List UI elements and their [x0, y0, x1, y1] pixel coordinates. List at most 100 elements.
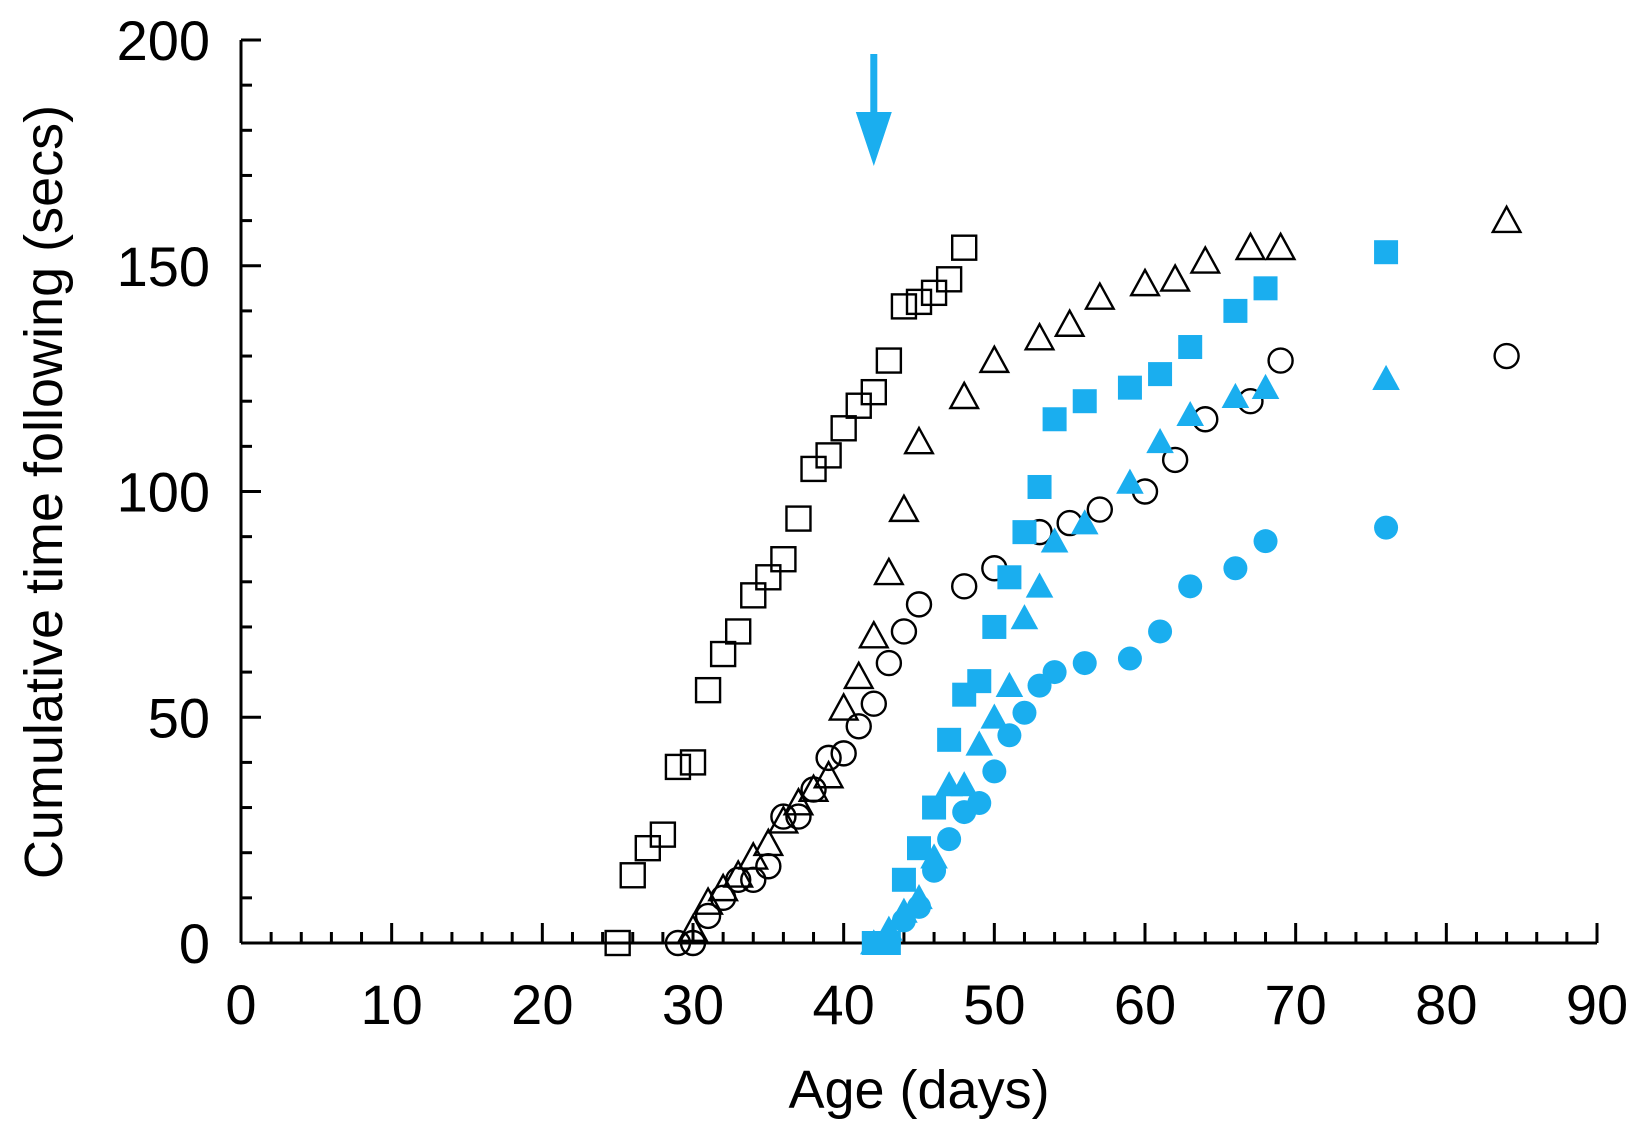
data-point [755, 564, 782, 591]
data-point [1267, 347, 1294, 374]
data-point [815, 442, 842, 469]
data-point [903, 425, 935, 455]
data-point [982, 759, 1007, 784]
data-point [800, 776, 827, 803]
data-point [1012, 520, 1037, 545]
data-point [725, 866, 752, 893]
data-point [1148, 619, 1173, 644]
data-point [770, 546, 797, 573]
y-tick-label: 0 [179, 912, 210, 975]
data-point [1223, 298, 1248, 323]
data-point [875, 347, 903, 374]
data-point [980, 703, 1009, 729]
data-point [905, 591, 933, 618]
data-point [922, 858, 947, 883]
data-point [1221, 382, 1250, 409]
data-point [1117, 646, 1142, 671]
data-point [1010, 604, 1039, 630]
data-point [1146, 428, 1174, 454]
data-point [767, 804, 800, 834]
data-point [815, 744, 842, 772]
data-point [1223, 556, 1248, 581]
data-point [873, 556, 905, 586]
data-point [860, 378, 887, 406]
x-tick-label: 70 [1265, 973, 1327, 1036]
x-axis-title: Age (days) [788, 1060, 1049, 1120]
data-point [920, 279, 948, 307]
data-point [785, 505, 812, 532]
data-point [1264, 231, 1297, 261]
data-point [967, 669, 992, 694]
series-filled-circles [876, 515, 1399, 955]
data-point [935, 266, 963, 293]
data-point [842, 660, 875, 690]
y-axis-title: Cumulative time following (secs) [14, 105, 74, 879]
data-point [1178, 335, 1203, 360]
data-point [1116, 468, 1144, 494]
data-point [1117, 375, 1142, 400]
y-ticks: 0 50 100 150 200 [117, 9, 261, 975]
data-point [937, 727, 962, 752]
y-tick-label: 50 [148, 686, 210, 749]
data-point [677, 913, 709, 942]
data-point [875, 649, 903, 677]
data-point [1072, 651, 1097, 676]
data-point [709, 884, 737, 912]
data-point [967, 791, 992, 816]
data-point [995, 671, 1024, 697]
data-point [1023, 321, 1056, 351]
data-point [1070, 509, 1099, 535]
data-point [951, 573, 978, 600]
data-point [1042, 407, 1067, 432]
data-point [800, 455, 827, 483]
data-point [1027, 474, 1052, 499]
data-point [965, 730, 994, 756]
data-point [997, 565, 1022, 590]
y-tick-label: 100 [117, 461, 210, 524]
data-point [948, 380, 981, 410]
data-point [1129, 267, 1161, 297]
data-point [1253, 529, 1278, 554]
data-point [679, 929, 707, 957]
data-point [827, 691, 860, 721]
data-point [1374, 515, 1399, 540]
data-point [725, 618, 752, 645]
data-point [812, 759, 845, 789]
data-point [951, 234, 978, 261]
data-point [770, 803, 797, 830]
x-tick-label: 20 [511, 973, 573, 1036]
data-point [890, 293, 918, 320]
data-point [950, 771, 978, 797]
x-tick-label: 40 [813, 973, 875, 1036]
data-point [664, 929, 692, 957]
data-point [755, 853, 782, 880]
data-point [694, 902, 722, 930]
y-tick-label: 150 [117, 235, 210, 298]
data-point [905, 288, 933, 316]
x-tick-label: 30 [662, 973, 724, 1036]
data-point [1148, 362, 1173, 387]
data-point [1189, 244, 1222, 274]
data-point [604, 929, 631, 957]
x-tick-label: 90 [1566, 973, 1628, 1036]
data-point [922, 795, 947, 820]
data-point [1025, 572, 1054, 598]
data-point [857, 619, 890, 649]
data-point [907, 836, 931, 861]
data-point [740, 582, 767, 609]
x-tick-label: 60 [1114, 973, 1176, 1036]
data-point [740, 866, 767, 893]
data-point [1040, 527, 1069, 553]
axes: 0 10 20 30 40 50 60 70 80 90 0 50 100 150 200 [117, 9, 1629, 1036]
x-tick-label: 0 [225, 973, 256, 1036]
data-point [830, 415, 857, 442]
series-open-circles [664, 342, 1520, 957]
data-point [982, 614, 1007, 639]
data-point [709, 640, 737, 668]
x-ticks: 0 10 20 30 40 50 60 70 80 90 [225, 923, 1628, 1036]
data-point [694, 676, 722, 704]
data-point [664, 753, 692, 781]
data-point [649, 821, 677, 848]
annotations [855, 54, 892, 166]
